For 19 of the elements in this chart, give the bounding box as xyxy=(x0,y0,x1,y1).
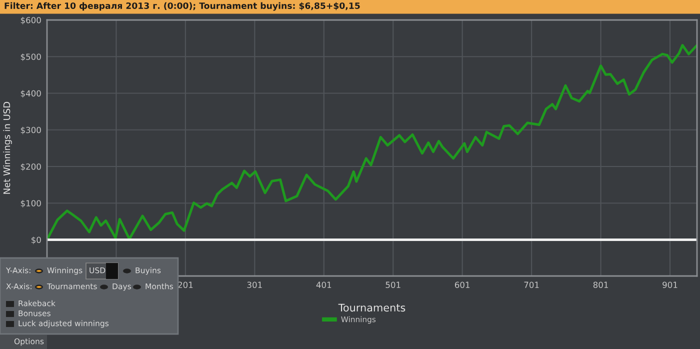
y-tick-label: $0 xyxy=(32,236,41,244)
x-tick-label: 301 xyxy=(247,282,262,288)
chart-title: Filter: After 10 февраля 2013 г. (0:00); Tournament buyins: $6,85+$0,15 xyxy=(4,2,360,11)
y-tick-label: $300 xyxy=(20,126,41,134)
x-tick-label: 801 xyxy=(593,282,608,288)
x-tick-label: 701 xyxy=(524,282,539,288)
x-tick-label: 501 xyxy=(386,282,400,288)
x-tick-label: 401 xyxy=(316,282,332,288)
y-tick-label: $400 xyxy=(20,90,41,98)
x-tick-label: 201 xyxy=(178,282,193,288)
y-tick-label: $100 xyxy=(20,200,41,208)
y-axis-title: Net Winnings in USD xyxy=(3,102,12,194)
y-tick-label: $200 xyxy=(20,163,41,171)
y-tick-label: $500 xyxy=(20,53,41,62)
x-tick-label: 601 xyxy=(454,282,470,288)
line-series xyxy=(47,44,697,241)
y-tick-label: $600 xyxy=(20,16,41,24)
x-axis-title: Tournaments xyxy=(338,304,406,312)
x-tick-label: 901 xyxy=(662,282,678,288)
